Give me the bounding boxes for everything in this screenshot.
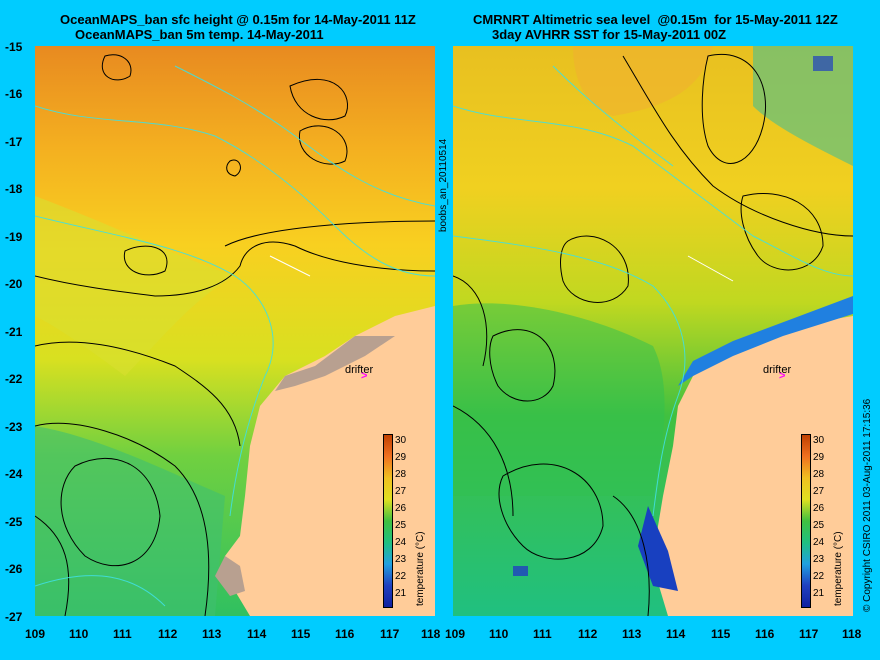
lat-tick: -20 bbox=[5, 277, 23, 291]
lat-tick: -17 bbox=[5, 135, 23, 149]
left-panel-title-line1: OceanMAPS_ban sfc height @ 0.15m for 14-… bbox=[60, 12, 416, 27]
right-map-panel: drifter > 30 29 28 27 26 25 24 23 22 21 temperatur… bbox=[453, 46, 853, 616]
lat-tick: -25 bbox=[5, 515, 23, 529]
left-map-svg bbox=[35, 46, 435, 616]
lat-tick: -22 bbox=[5, 372, 23, 386]
left-drifter-label: drifter > bbox=[345, 364, 374, 382]
left-map-panel: drifter > 30 29 28 27 26 25 24 23 22 21 temperatur… bbox=[35, 46, 435, 616]
bathymetry-contours bbox=[453, 65, 853, 517]
left-panel-title-line2: OceanMAPS_ban 5m temp. 14-May-2011 bbox=[75, 27, 324, 42]
lat-tick: -16 bbox=[5, 87, 23, 101]
left-colorbar bbox=[383, 434, 393, 608]
lat-tick: -15 bbox=[5, 40, 23, 54]
lat-tick: -24 bbox=[5, 467, 23, 481]
drifter-marker-icon: > bbox=[361, 370, 368, 382]
land-mass bbox=[220, 306, 435, 616]
right-panel-title-line2: 3day AVHRR SST for 15-May-2011 00Z bbox=[492, 27, 727, 42]
sea-height-contours bbox=[35, 54, 435, 616]
right-map-svg bbox=[453, 46, 853, 616]
right-drifter-label: drifter > bbox=[763, 364, 792, 382]
bathymetry-contours bbox=[35, 65, 435, 607]
left-colorbar-label: temperature (°C) bbox=[415, 531, 426, 606]
copyright-text: © Copyright CSIRO 2011 03-Aug-2011 17:15… bbox=[862, 398, 873, 612]
lat-tick: -23 bbox=[5, 420, 23, 434]
right-colorbar-label: temperature (°C) bbox=[833, 531, 844, 606]
lat-tick: -27 bbox=[5, 610, 23, 624]
run-id-text: boobs_an_20110514 bbox=[438, 138, 449, 232]
left-colorbar-ticks: 30 29 28 27 26 25 24 23 22 21 bbox=[395, 435, 407, 599]
lat-tick: -26 bbox=[5, 562, 23, 576]
right-colorbar-ticks: 30 29 28 27 26 25 24 23 22 21 bbox=[813, 435, 825, 599]
sea-height-contours bbox=[453, 54, 853, 616]
drifter-marker-icon: > bbox=[779, 370, 786, 382]
lat-tick: -19 bbox=[5, 230, 23, 244]
lat-tick: -21 bbox=[5, 325, 23, 339]
right-panel-title-line1: CMRNRT Altimetric sea level @0.15m for 1… bbox=[473, 12, 838, 27]
right-colorbar bbox=[801, 434, 811, 608]
lat-tick: -18 bbox=[5, 182, 23, 196]
